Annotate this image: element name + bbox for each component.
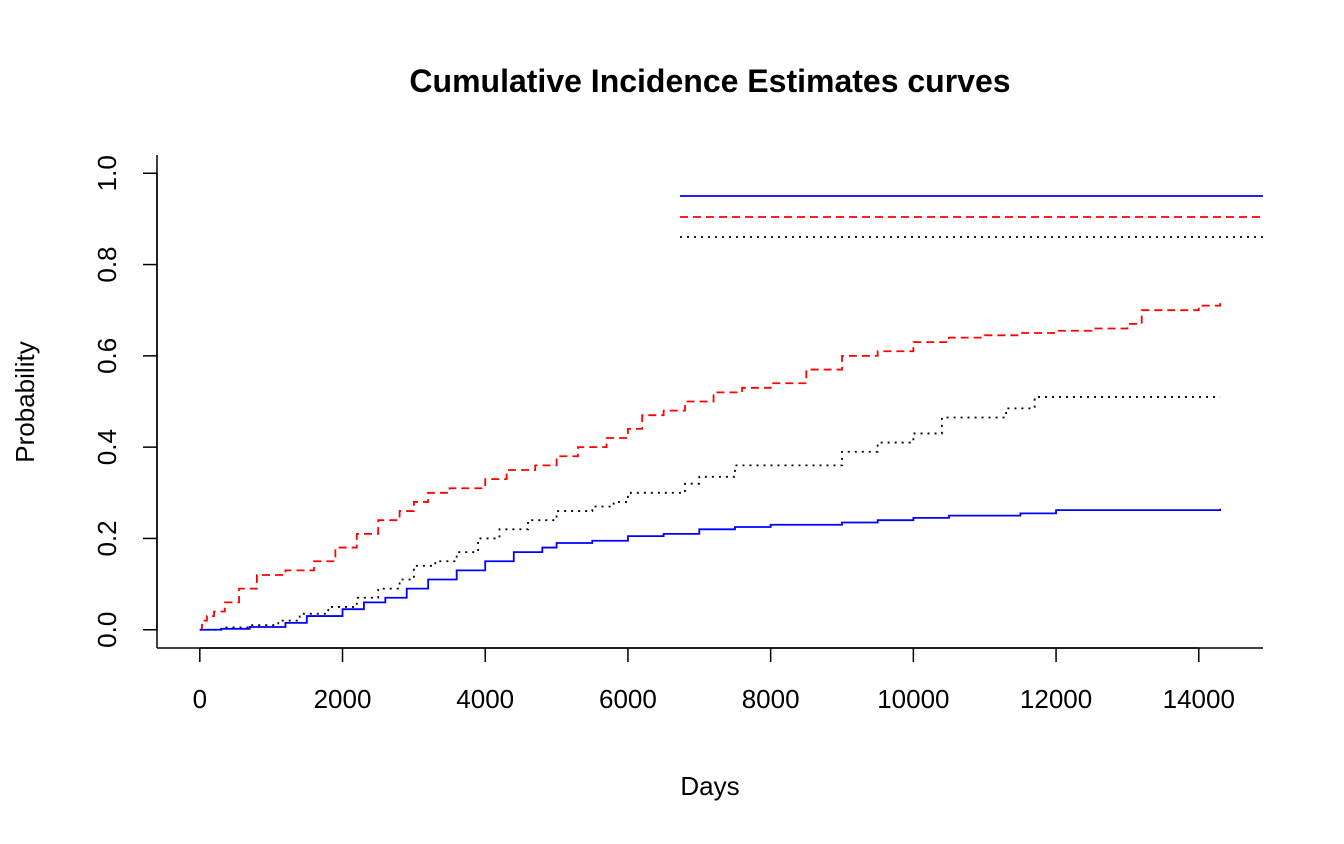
x-tick-label: 12000 bbox=[1020, 684, 1092, 714]
x-axis-label: Days bbox=[680, 771, 739, 801]
x-tick-label: 14000 bbox=[1163, 684, 1235, 714]
y-tick-label: 0.6 bbox=[92, 338, 122, 374]
y-tick-label: 0.2 bbox=[92, 520, 122, 556]
x-tick-label: 6000 bbox=[599, 684, 657, 714]
y-tick-label: 0.8 bbox=[92, 246, 122, 282]
y-axis-label: Probability bbox=[10, 341, 40, 462]
x-tick-label: 2000 bbox=[314, 684, 372, 714]
axes: 0.0 0.2 0.4 0.6 0.8 1.0 0 2000 4000 6000 8000 10000… bbox=[92, 155, 1263, 714]
series-line-2 bbox=[199, 396, 1221, 631]
series-lines bbox=[199, 301, 1222, 631]
series-line-3 bbox=[199, 508, 1222, 631]
chart-title: Cumulative Incidence Estimates curves bbox=[409, 63, 1010, 99]
x-tick-label: 8000 bbox=[742, 684, 800, 714]
y-tick-label: 1.0 bbox=[92, 155, 122, 191]
y-tick-label: 0.4 bbox=[92, 429, 122, 465]
x-tick-label: 4000 bbox=[456, 684, 514, 714]
series-line-1 bbox=[199, 301, 1222, 631]
x-tick-label: 0 bbox=[193, 684, 207, 714]
x-tick-label: 10000 bbox=[877, 684, 949, 714]
y-tick-label: 0.0 bbox=[92, 612, 122, 648]
legend bbox=[680, 195, 1263, 238]
